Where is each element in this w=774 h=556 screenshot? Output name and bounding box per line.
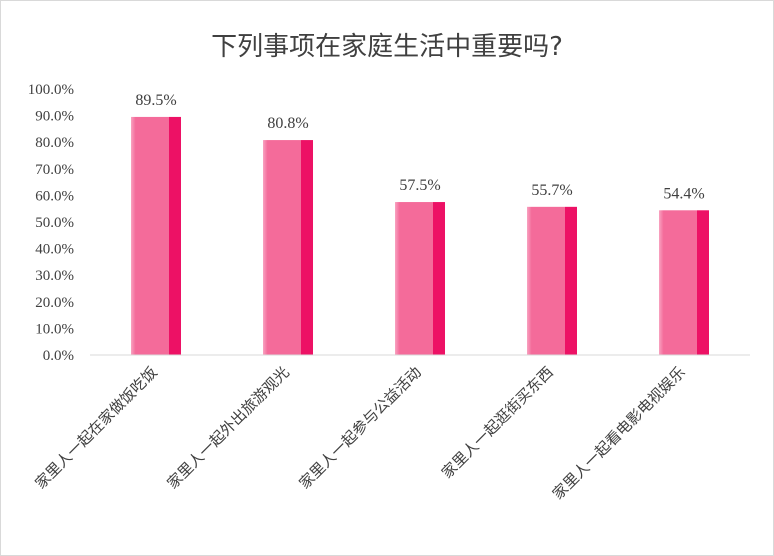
y-axis: 0.0% 10.0% 20.0% 30.0% 40.0% 50.0% 60.0% 70.0% 8… <box>28 82 74 364</box>
y-tick-label: 50.0% <box>35 215 74 231</box>
bar <box>527 206 577 355</box>
x-tick-label: 家里人一起逛街买东西 <box>438 363 557 482</box>
x-tick-label: 家里人一起在家做饭吃饭 <box>31 363 160 492</box>
y-tick-label: 40.0% <box>35 242 74 258</box>
data-labels: 89.5% 80.8% 57.5% 55.7% 54.4% <box>135 92 704 202</box>
bar-face <box>395 202 433 355</box>
y-tick-label: 20.0% <box>35 295 74 311</box>
x-tick-label: 家里人一起看电影电视娱乐 <box>549 363 689 503</box>
bar <box>131 116 181 356</box>
y-tick-label: 10.0% <box>35 321 74 337</box>
data-label: 80.8% <box>267 115 308 132</box>
bar <box>395 202 445 355</box>
x-tick-label: 家里人一起外出旅游观光 <box>163 363 292 492</box>
bar <box>659 210 709 355</box>
bar-side <box>565 206 577 355</box>
y-tick-label: 30.0% <box>35 268 74 284</box>
bar-face <box>527 206 565 355</box>
y-tick-label: 90.0% <box>35 109 74 125</box>
chart-title: 下列事项在家庭生活中重要吗? <box>211 32 563 62</box>
bar-face <box>263 140 301 355</box>
y-tick-label: 60.0% <box>35 188 74 204</box>
bar-side <box>301 140 313 355</box>
y-tick-label: 80.0% <box>35 135 74 151</box>
bar <box>263 140 313 355</box>
bar-side <box>697 210 709 355</box>
bar-face <box>131 116 169 356</box>
x-tick-label: 家里人一起参与公益活动 <box>295 363 424 492</box>
bar-side <box>169 116 181 356</box>
data-label: 57.5% <box>399 177 440 194</box>
x-axis: 家里人一起在家做饭吃饭 家里人一起外出旅游观光 家里人一起参与公益活动 家里人一起逛街… <box>31 363 688 503</box>
bar-side <box>433 202 445 355</box>
data-label: 54.4% <box>663 185 704 202</box>
bar-face <box>659 210 697 355</box>
y-tick-label: 100.0% <box>28 82 74 98</box>
y-tick-label: 0.0% <box>43 348 74 364</box>
y-tick-label: 70.0% <box>35 162 74 178</box>
data-label: 89.5% <box>135 92 176 109</box>
data-label: 55.7% <box>531 182 572 199</box>
bars <box>131 116 709 356</box>
